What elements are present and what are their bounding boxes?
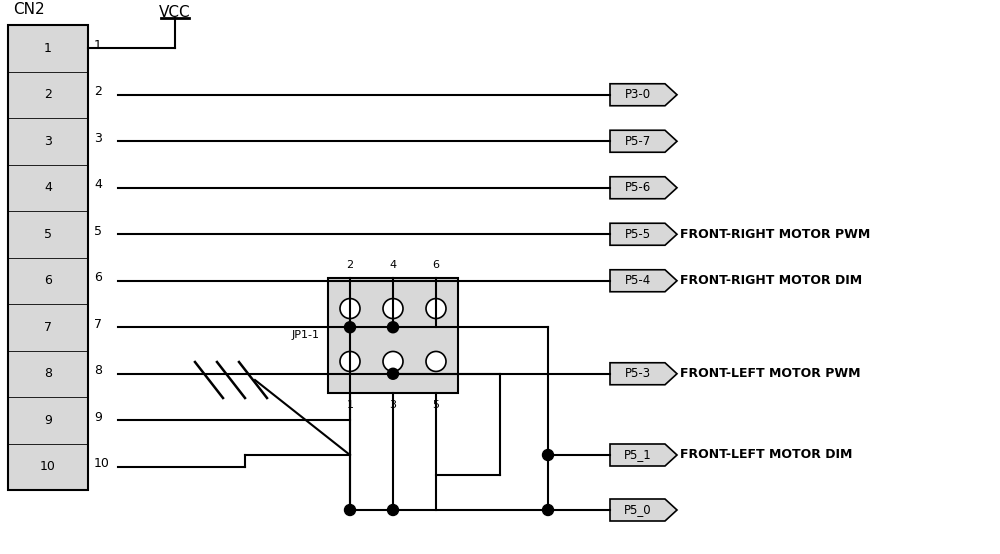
Text: 6: 6 — [94, 271, 102, 284]
Text: FRONT-LEFT MOTOR PWM: FRONT-LEFT MOTOR PWM — [680, 367, 860, 380]
Text: 2: 2 — [94, 85, 102, 98]
Circle shape — [542, 449, 554, 460]
Text: 5: 5 — [94, 225, 102, 238]
Text: 10: 10 — [94, 457, 110, 470]
Circle shape — [388, 322, 398, 333]
Circle shape — [383, 299, 403, 319]
Text: 3: 3 — [390, 399, 396, 409]
Bar — [8, 25, 88, 490]
Bar — [328, 278, 458, 392]
Text: 3: 3 — [94, 132, 102, 145]
Text: 4: 4 — [44, 181, 52, 194]
Text: P5_1: P5_1 — [624, 449, 651, 461]
Text: VCC: VCC — [159, 5, 191, 20]
Text: P5-7: P5-7 — [624, 135, 651, 148]
Text: 5: 5 — [44, 228, 52, 241]
Text: 4: 4 — [94, 178, 102, 191]
Text: FRONT-LEFT MOTOR DIM: FRONT-LEFT MOTOR DIM — [680, 449, 852, 461]
Circle shape — [344, 505, 356, 516]
Text: 10: 10 — [40, 460, 56, 473]
Text: P5-4: P5-4 — [624, 274, 651, 288]
Text: JP1-1: JP1-1 — [292, 330, 320, 340]
Text: 8: 8 — [44, 367, 52, 380]
Polygon shape — [610, 363, 677, 384]
Circle shape — [388, 505, 398, 516]
Text: 7: 7 — [94, 318, 102, 331]
Circle shape — [340, 299, 360, 319]
Text: 2: 2 — [44, 88, 52, 101]
Text: 3: 3 — [44, 135, 52, 148]
Polygon shape — [610, 177, 677, 199]
Polygon shape — [610, 223, 677, 245]
Polygon shape — [610, 84, 677, 106]
Circle shape — [388, 368, 398, 379]
Circle shape — [340, 351, 360, 371]
Text: 4: 4 — [389, 260, 397, 270]
Text: P5-5: P5-5 — [624, 228, 651, 241]
Polygon shape — [610, 270, 677, 292]
Text: 8: 8 — [94, 364, 102, 377]
Circle shape — [426, 299, 446, 319]
Text: 6: 6 — [44, 274, 52, 288]
Text: 6: 6 — [432, 260, 440, 270]
Text: P5-6: P5-6 — [624, 181, 651, 194]
Circle shape — [344, 322, 356, 333]
Text: 1: 1 — [94, 39, 102, 52]
Circle shape — [383, 351, 403, 371]
Text: P5-3: P5-3 — [624, 367, 651, 380]
Circle shape — [426, 351, 446, 371]
Text: 5: 5 — [432, 399, 440, 409]
Text: FRONT-RIGHT MOTOR DIM: FRONT-RIGHT MOTOR DIM — [680, 274, 862, 288]
Polygon shape — [610, 130, 677, 152]
Text: P5_0: P5_0 — [624, 504, 651, 516]
Text: 1: 1 — [44, 42, 52, 55]
Polygon shape — [610, 499, 677, 521]
Text: 9: 9 — [44, 414, 52, 427]
Circle shape — [542, 505, 554, 516]
Text: CN2: CN2 — [13, 2, 45, 17]
Text: 2: 2 — [346, 260, 354, 270]
Text: 9: 9 — [94, 411, 102, 424]
Text: FRONT-RIGHT MOTOR PWM: FRONT-RIGHT MOTOR PWM — [680, 228, 870, 241]
Text: 1: 1 — [347, 399, 354, 409]
Polygon shape — [610, 444, 677, 466]
Text: P3-0: P3-0 — [624, 88, 651, 101]
Text: 7: 7 — [44, 321, 52, 334]
